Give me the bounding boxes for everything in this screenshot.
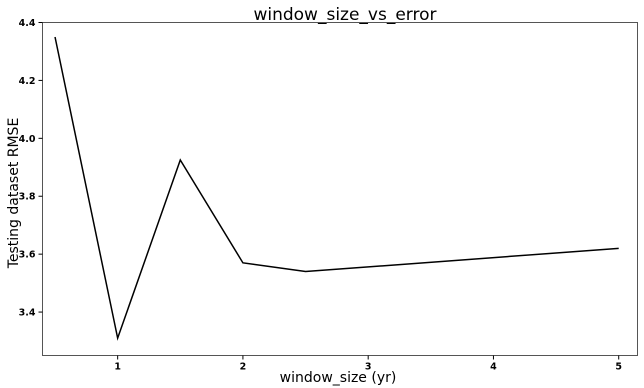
y-tick-label: 3.8 [19, 192, 36, 203]
x-tick-label: 1 [114, 362, 121, 373]
x-tick-label: 3 [365, 362, 372, 373]
y-axis: 3.4 3.6 3.8 4.0 4.2 4.4 [19, 18, 43, 319]
y-tick-label: 4.4 [19, 18, 36, 29]
y-axis-label: Testing dataset RMSE [6, 118, 22, 270]
y-tick-label: 3.4 [19, 308, 36, 319]
x-tick-label: 4 [490, 362, 497, 373]
plot-frame [42, 22, 638, 356]
x-tick-label: 2 [240, 362, 247, 373]
series-line-0 [54, 36, 619, 341]
x-tick-label: 5 [615, 362, 622, 373]
y-tick-label: 4.0 [19, 134, 36, 145]
y-tick-label: 3.6 [19, 250, 36, 261]
y-tick-label: 4.2 [19, 76, 36, 87]
x-axis-label: window_size (yr) [280, 370, 397, 386]
chart-title: window_size_vs_error [253, 5, 436, 25]
series-layer [54, 36, 619, 341]
x-axis: 1 2 3 4 5 [114, 355, 622, 373]
